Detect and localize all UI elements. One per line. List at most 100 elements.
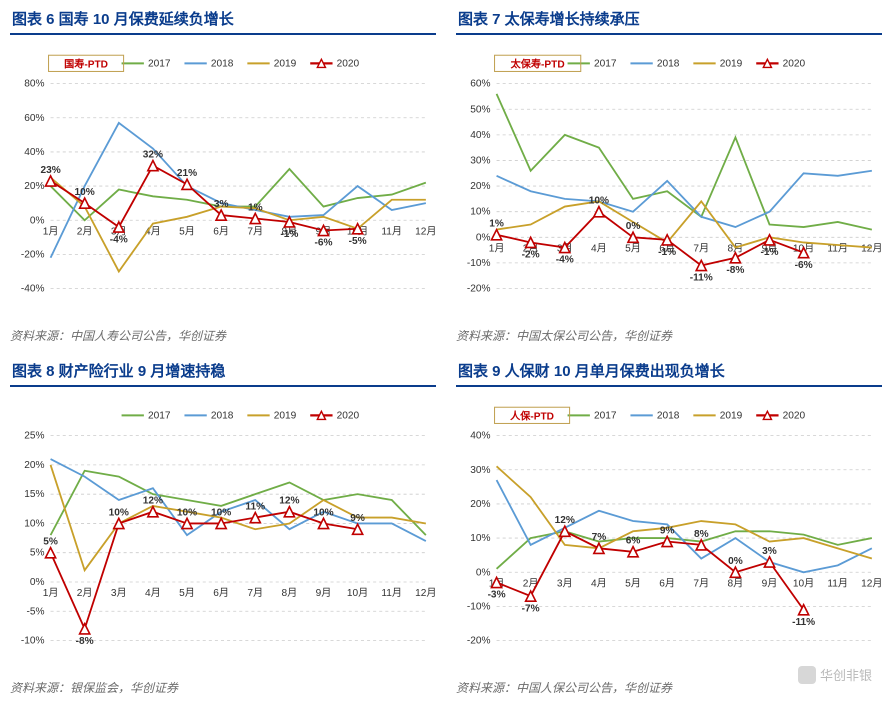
svg-text:9%: 9% xyxy=(660,525,675,536)
svg-text:-1%: -1% xyxy=(280,229,298,240)
svg-text:0%: 0% xyxy=(30,215,45,226)
chart7-plot: -20%-10%0%10%20%30%40%50%60%1月2月3月4月5月6月… xyxy=(456,37,882,325)
svg-text:-4%: -4% xyxy=(110,234,128,245)
chart7-source: 资料来源：中国太保公司公告，华创证券 xyxy=(456,325,882,344)
svg-text:5月: 5月 xyxy=(625,242,641,254)
svg-text:12月: 12月 xyxy=(861,577,882,589)
svg-text:9月: 9月 xyxy=(762,577,778,589)
svg-text:2019: 2019 xyxy=(720,58,743,69)
svg-text:1月: 1月 xyxy=(43,225,59,237)
svg-text:-20%: -20% xyxy=(467,636,491,647)
svg-text:-5%: -5% xyxy=(349,236,367,247)
svg-text:太保寿-PTD: 太保寿-PTD xyxy=(510,57,565,70)
svg-text:-6%: -6% xyxy=(314,238,332,249)
svg-text:3%: 3% xyxy=(214,199,229,210)
chart9-title: 图表 9 人保财 10 月单月保费出现负增长 xyxy=(456,358,882,387)
watermark: 华创非银 xyxy=(798,665,872,684)
svg-text:2019: 2019 xyxy=(274,58,297,69)
svg-text:2018: 2018 xyxy=(657,410,680,421)
svg-text:-7%: -7% xyxy=(522,603,540,614)
svg-text:20%: 20% xyxy=(470,181,490,192)
svg-text:11月: 11月 xyxy=(827,577,848,589)
svg-text:1月: 1月 xyxy=(43,587,59,599)
wechat-icon xyxy=(798,666,816,684)
svg-text:5月: 5月 xyxy=(179,225,195,237)
svg-text:0%: 0% xyxy=(626,221,641,232)
chart-grid: 图表 6 国寿 10 月保费延续负增长 -40%-20%0%20%40%60%8… xyxy=(0,0,892,706)
svg-text:10%: 10% xyxy=(211,507,231,518)
svg-text:50%: 50% xyxy=(470,104,490,115)
svg-text:-8%: -8% xyxy=(726,265,744,276)
svg-text:3月: 3月 xyxy=(111,587,127,599)
svg-text:-2%: -2% xyxy=(522,250,540,261)
svg-text:7%: 7% xyxy=(592,532,607,543)
svg-text:5月: 5月 xyxy=(625,577,641,589)
svg-text:2020: 2020 xyxy=(783,410,806,421)
svg-text:3月: 3月 xyxy=(557,577,573,589)
svg-text:-4%: -4% xyxy=(556,255,574,266)
svg-text:12%: 12% xyxy=(555,515,575,526)
svg-text:2月: 2月 xyxy=(77,587,93,599)
svg-text:8月: 8月 xyxy=(728,577,744,589)
chart9-plot: -20%-10%0%10%20%30%40%1月2月3月4月5月6月7月8月9月… xyxy=(456,389,882,677)
svg-text:30%: 30% xyxy=(470,156,490,167)
svg-text:7月: 7月 xyxy=(693,242,709,254)
svg-text:5%: 5% xyxy=(43,537,58,548)
svg-text:2020: 2020 xyxy=(337,410,360,421)
svg-text:0%: 0% xyxy=(30,577,45,588)
svg-text:2018: 2018 xyxy=(211,58,234,69)
svg-text:11月: 11月 xyxy=(381,225,402,237)
svg-text:0%: 0% xyxy=(728,556,743,567)
svg-text:8月: 8月 xyxy=(282,587,298,599)
svg-text:32%: 32% xyxy=(143,149,163,160)
svg-text:9%: 9% xyxy=(350,513,365,524)
svg-text:3%: 3% xyxy=(762,546,777,557)
svg-text:6月: 6月 xyxy=(659,577,675,589)
svg-text:40%: 40% xyxy=(24,147,44,158)
svg-text:-1%: -1% xyxy=(760,247,778,258)
svg-text:-10%: -10% xyxy=(21,636,45,647)
svg-text:12%: 12% xyxy=(143,496,163,507)
svg-text:2018: 2018 xyxy=(657,58,680,69)
svg-text:2017: 2017 xyxy=(594,58,617,69)
chart8-source: 资料来源：银保监会，华创证券 xyxy=(10,677,436,696)
svg-text:2017: 2017 xyxy=(148,58,171,69)
panel-chart9: 图表 9 人保财 10 月单月保费出现负增长 -20% -10% 0% 10% 20% 3… xyxy=(456,358,882,696)
svg-text:10%: 10% xyxy=(470,533,490,544)
svg-text:10%: 10% xyxy=(470,207,490,218)
svg-text:10%: 10% xyxy=(589,196,609,207)
svg-text:-11%: -11% xyxy=(792,617,815,628)
svg-text:-8%: -8% xyxy=(76,636,94,647)
panel-chart8: 图表 8 财产险行业 9 月增速持稳 -10%-5%0%5%10%15%20%2… xyxy=(10,358,436,696)
svg-text:0%: 0% xyxy=(476,567,491,578)
svg-text:20%: 20% xyxy=(24,460,44,471)
chart7-title: 图表 7 太保寿增长持续承压 xyxy=(456,6,882,35)
svg-text:-20%: -20% xyxy=(467,284,491,295)
svg-text:12月: 12月 xyxy=(415,587,436,599)
svg-text:20%: 20% xyxy=(470,499,490,510)
svg-text:-6%: -6% xyxy=(795,260,813,271)
svg-text:11月: 11月 xyxy=(381,587,402,599)
svg-text:4月: 4月 xyxy=(591,242,607,254)
svg-text:-11%: -11% xyxy=(690,273,713,284)
svg-text:0%: 0% xyxy=(476,232,491,243)
svg-text:1月: 1月 xyxy=(489,242,505,254)
svg-text:2月: 2月 xyxy=(77,225,93,237)
watermark-text: 华创非银 xyxy=(820,665,872,684)
svg-text:9月: 9月 xyxy=(316,587,332,599)
svg-text:40%: 40% xyxy=(470,130,490,141)
svg-text:10%: 10% xyxy=(313,507,333,518)
svg-text:1%: 1% xyxy=(489,219,504,230)
svg-text:6月: 6月 xyxy=(213,587,229,599)
svg-text:2018: 2018 xyxy=(211,410,234,421)
svg-text:1%: 1% xyxy=(248,202,263,213)
svg-text:15%: 15% xyxy=(24,489,44,500)
svg-text:-10%: -10% xyxy=(467,601,491,612)
svg-text:20%: 20% xyxy=(24,181,44,192)
svg-text:11%: 11% xyxy=(245,501,265,512)
svg-text:10%: 10% xyxy=(75,187,95,198)
svg-text:7月: 7月 xyxy=(247,587,263,599)
svg-text:2017: 2017 xyxy=(594,410,617,421)
svg-text:7月: 7月 xyxy=(247,225,263,237)
svg-text:10%: 10% xyxy=(24,518,44,529)
